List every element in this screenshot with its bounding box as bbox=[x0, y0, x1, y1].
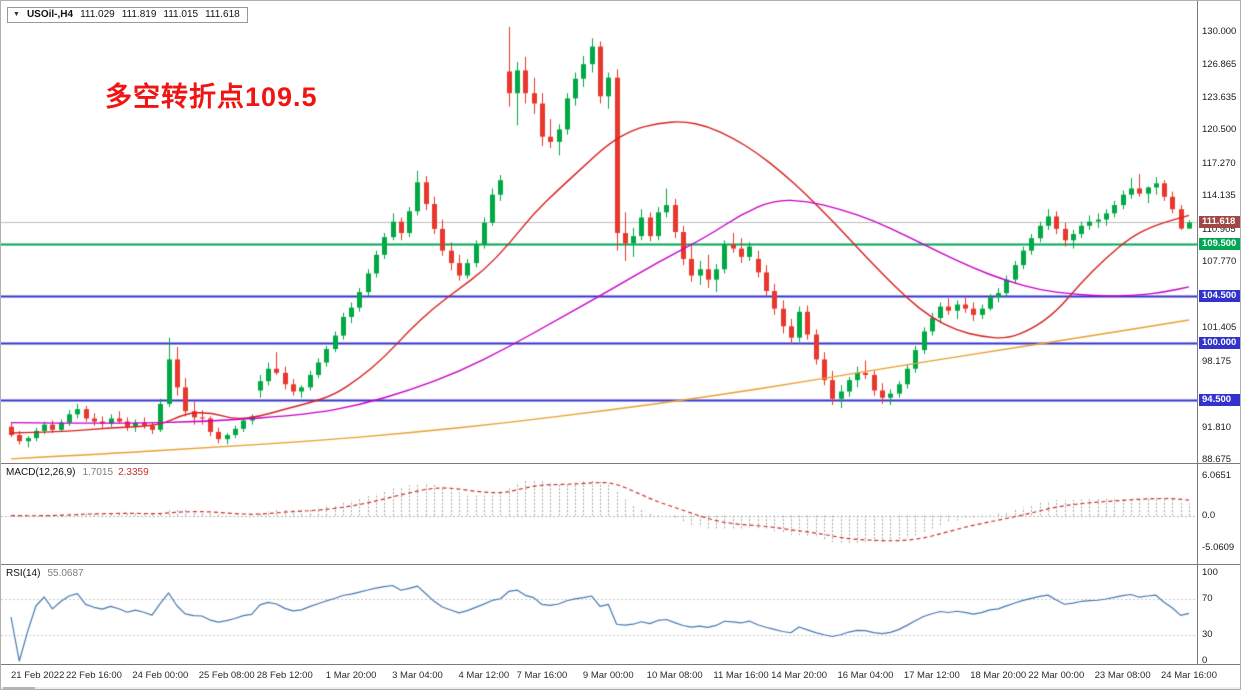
price-axis[interactable]: 130.000 126.865 123.635 120.500 117.270 114.1… bbox=[1197, 1, 1240, 466]
rsi-axis-label: 30 bbox=[1202, 628, 1213, 640]
scrollbar-thumb[interactable] bbox=[3, 687, 35, 689]
macd-axis-label: -5.0609 bbox=[1202, 542, 1235, 554]
rsi-axis-label: 100 bbox=[1202, 567, 1218, 578]
time-axis-label: 18 Mar 20:00 bbox=[970, 670, 1027, 681]
chart-header[interactable]: ▼ USOil-,H4 111.029 111.819 111.015 111.… bbox=[7, 7, 248, 23]
symbol-dropdown-icon[interactable]: ▼ bbox=[13, 11, 20, 18]
horizontal-scrollbar[interactable] bbox=[1, 687, 1240, 689]
time-axis-label: 17 Mar 12:00 bbox=[903, 670, 960, 681]
price-axis-label: 123.635 bbox=[1202, 92, 1237, 103]
rsi-canvas[interactable] bbox=[1, 565, 1197, 664]
macd-signal-value: 2.3359 bbox=[118, 467, 149, 478]
time-axis-label: 24 Feb 00:00 bbox=[132, 670, 189, 681]
macd-label: MACD(12,26,9) 1.7015 2.3359 bbox=[6, 467, 149, 478]
hline-price-box: 109.500 bbox=[1199, 238, 1240, 251]
time-axis-label: 10 Mar 08:00 bbox=[646, 670, 703, 681]
time-axis-label: 16 Mar 04:00 bbox=[837, 670, 894, 681]
time-axis-label: 28 Feb 12:00 bbox=[256, 670, 313, 681]
price-axis-label: 130.000 bbox=[1202, 26, 1237, 38]
rsi-value: 55.0687 bbox=[47, 568, 84, 579]
annotation-text: 多空转折点109.5 bbox=[105, 82, 318, 112]
time-axis-label: 22 Mar 00:00 bbox=[1028, 670, 1085, 681]
time-axis-label: 9 Mar 00:00 bbox=[582, 670, 634, 681]
time-axis-label: 23 Mar 08:00 bbox=[1094, 670, 1151, 681]
price-axis-label: 91.810 bbox=[1202, 421, 1232, 433]
time-axis-label: 24 Mar 16:00 bbox=[1161, 670, 1217, 681]
rsi-label: RSI(14) 55.0687 bbox=[6, 568, 84, 579]
macd-panel: MACD(12,26,9) 1.7015 2.3359 bbox=[1, 463, 1197, 564]
price-axis-label: 107.770 bbox=[1202, 256, 1237, 268]
hline-price-box: 104.500 bbox=[1199, 290, 1240, 303]
rsi-panel: RSI(14) 55.0687 bbox=[1, 564, 1197, 664]
open-value: 111.029 bbox=[80, 9, 115, 20]
high-value: 111.819 bbox=[121, 9, 157, 20]
time-axis-label: 7 Mar 16:00 bbox=[516, 670, 568, 681]
price-axis-label: 98.175 bbox=[1202, 355, 1232, 367]
price-axis-label: 117.270 bbox=[1202, 157, 1236, 169]
price-axis-label: 114.135 bbox=[1202, 190, 1236, 202]
hline-price-box: 94.500 bbox=[1199, 393, 1240, 406]
macd-axis-label: 6.0651 bbox=[1202, 470, 1232, 482]
time-axis-label: 1 Mar 20:00 bbox=[325, 670, 377, 681]
rsi-axis-label: 70 bbox=[1202, 593, 1213, 605]
price-axis-label: 88.675 bbox=[1202, 454, 1232, 466]
close-value: 111.618 bbox=[205, 9, 240, 20]
macd-axis[interactable]: 6.0651 0.0 -5.0609 bbox=[1197, 463, 1240, 564]
time-axis-label: 3 Mar 04:00 bbox=[392, 670, 443, 681]
macd-main-value: 1.7015 bbox=[82, 467, 114, 478]
price-chart-panel: ▼ USOil-,H4 111.029 111.819 111.015 111.… bbox=[1, 1, 1197, 463]
macd-axis-label: 0.0 bbox=[1202, 509, 1216, 521]
rsi-axis[interactable]: 100 70 30 0 bbox=[1197, 564, 1240, 666]
time-axis-label: 4 Mar 12:00 bbox=[458, 670, 510, 681]
hline-price-box: 100.000 bbox=[1199, 336, 1240, 349]
time-axis-label: 14 Mar 20:00 bbox=[771, 670, 828, 681]
time-axis-label: 11 Mar 16:00 bbox=[713, 670, 769, 681]
price-axis-label: 126.865 bbox=[1202, 58, 1237, 70]
price-axis-label: 110.905 bbox=[1202, 223, 1236, 235]
macd-name: MACD(12,26,9) bbox=[6, 467, 76, 478]
rsi-axis-label: 0 bbox=[1202, 655, 1208, 666]
macd-canvas[interactable] bbox=[1, 464, 1197, 564]
low-value: 111.015 bbox=[163, 9, 199, 20]
time-axis-label: 21 Feb 2022 bbox=[11, 670, 65, 681]
current-price-box: 111.618 bbox=[1199, 216, 1240, 229]
price-axis-label: 120.500 bbox=[1202, 124, 1237, 136]
time-axis-label: 25 Feb 08:00 bbox=[198, 670, 255, 681]
rsi-name: RSI(14) bbox=[6, 568, 41, 579]
price-axis-label: 101.405 bbox=[1202, 322, 1237, 334]
price-chart-canvas[interactable] bbox=[1, 1, 1197, 463]
time-axis[interactable]: 21 Feb 2022 22 Feb 16:00 24 Feb 00:00 25 Fe… bbox=[1, 664, 1240, 687]
symbol-label: USOil-,H4 bbox=[26, 9, 74, 20]
time-axis-label: 22 Feb 16:00 bbox=[65, 670, 122, 681]
